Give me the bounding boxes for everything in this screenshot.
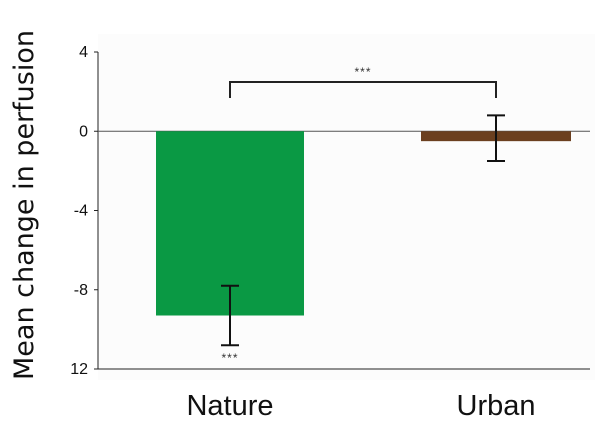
annotations: Nature Urban *** ***: [186, 65, 535, 421]
y-tick-label: -8: [74, 282, 88, 299]
bar-significance-label: ***: [221, 351, 238, 365]
significance-bracket: [229, 81, 497, 98]
y-tick-label: 12: [70, 361, 88, 378]
bracket-significance-label: ***: [354, 65, 371, 79]
error-bars: [221, 114, 505, 347]
y-tick-label: -4: [74, 203, 88, 220]
y-tick-label: 0: [79, 123, 88, 140]
category-label-nature: Nature: [186, 390, 273, 421]
category-label-urban: Urban: [457, 390, 536, 421]
y-axis-title: Mean change in perfusion: [9, 30, 40, 380]
y-tick-label: 4: [79, 44, 88, 61]
